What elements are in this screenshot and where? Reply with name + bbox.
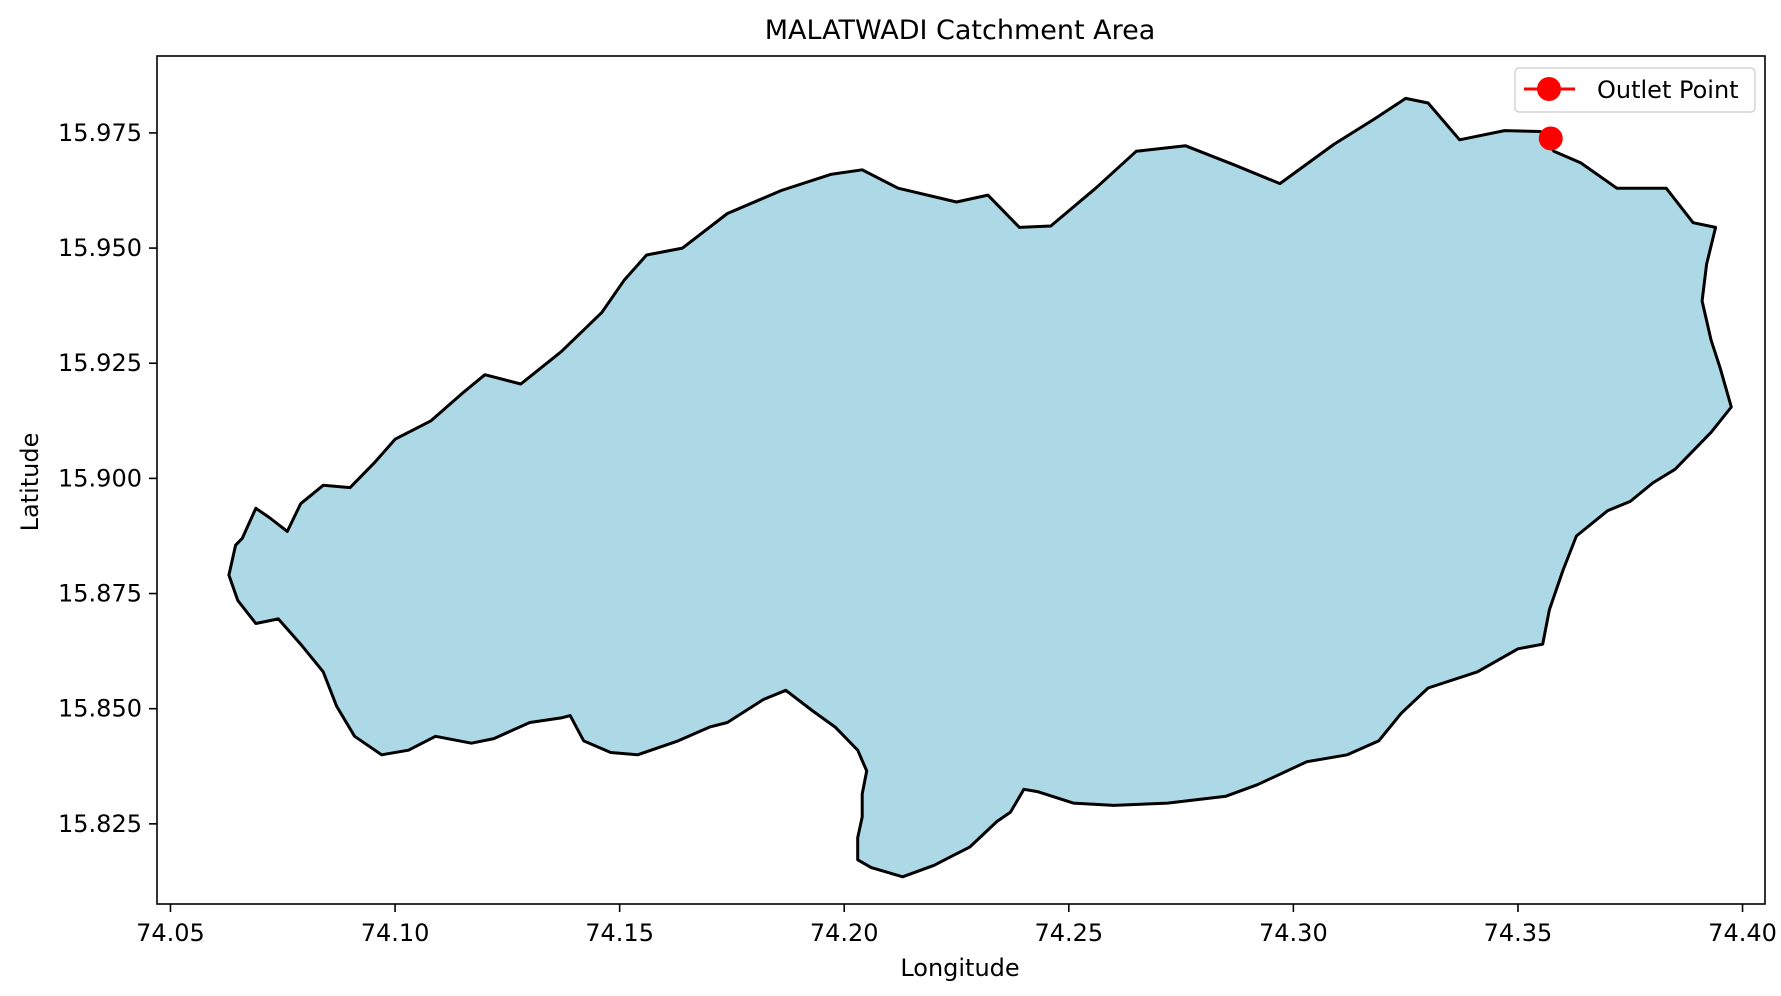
x-axis-ticks: 74.05 74.10 74.15 74.20 74.25 74.30 74.35 74.40 bbox=[136, 904, 1777, 947]
y-tick-label: 15.975 bbox=[58, 119, 142, 147]
y-tick-label: 15.925 bbox=[58, 349, 142, 377]
x-axis-label: Longitude bbox=[900, 954, 1019, 982]
x-tick-label: 74.35 bbox=[1484, 919, 1553, 947]
y-tick-label: 15.875 bbox=[58, 580, 142, 608]
legend-circle-marker bbox=[1537, 77, 1561, 101]
x-tick-label: 74.05 bbox=[136, 919, 205, 947]
legend-label-outlet: Outlet Point bbox=[1597, 76, 1739, 104]
x-tick-label: 74.10 bbox=[361, 919, 430, 947]
legend-box bbox=[1514, 67, 1756, 113]
chart-title: MALATWADI Catchment Area bbox=[765, 15, 1156, 46]
plot-frame bbox=[156, 55, 1766, 905]
legend: Outlet Point bbox=[1514, 67, 1756, 113]
x-tick-label: 74.20 bbox=[810, 919, 879, 947]
y-tick-label: 15.850 bbox=[58, 695, 142, 723]
x-tick-label: 74.25 bbox=[1034, 919, 1103, 947]
x-tick-label: 74.30 bbox=[1259, 919, 1328, 947]
x-tick-label: 74.15 bbox=[585, 919, 654, 947]
y-axis-ticks: 15.825 15.850 15.875 15.900 15.925 15.950 15.9… bbox=[58, 119, 157, 838]
y-tick-label: 15.900 bbox=[58, 464, 142, 492]
y-tick-label: 15.950 bbox=[58, 234, 142, 262]
catchment-polygon bbox=[227, 96, 1733, 879]
outlet-point-marker bbox=[1538, 126, 1563, 151]
y-tick-label: 15.825 bbox=[58, 810, 142, 838]
x-tick-label: 74.40 bbox=[1708, 919, 1777, 947]
y-axis-label: Latitude bbox=[16, 433, 44, 532]
